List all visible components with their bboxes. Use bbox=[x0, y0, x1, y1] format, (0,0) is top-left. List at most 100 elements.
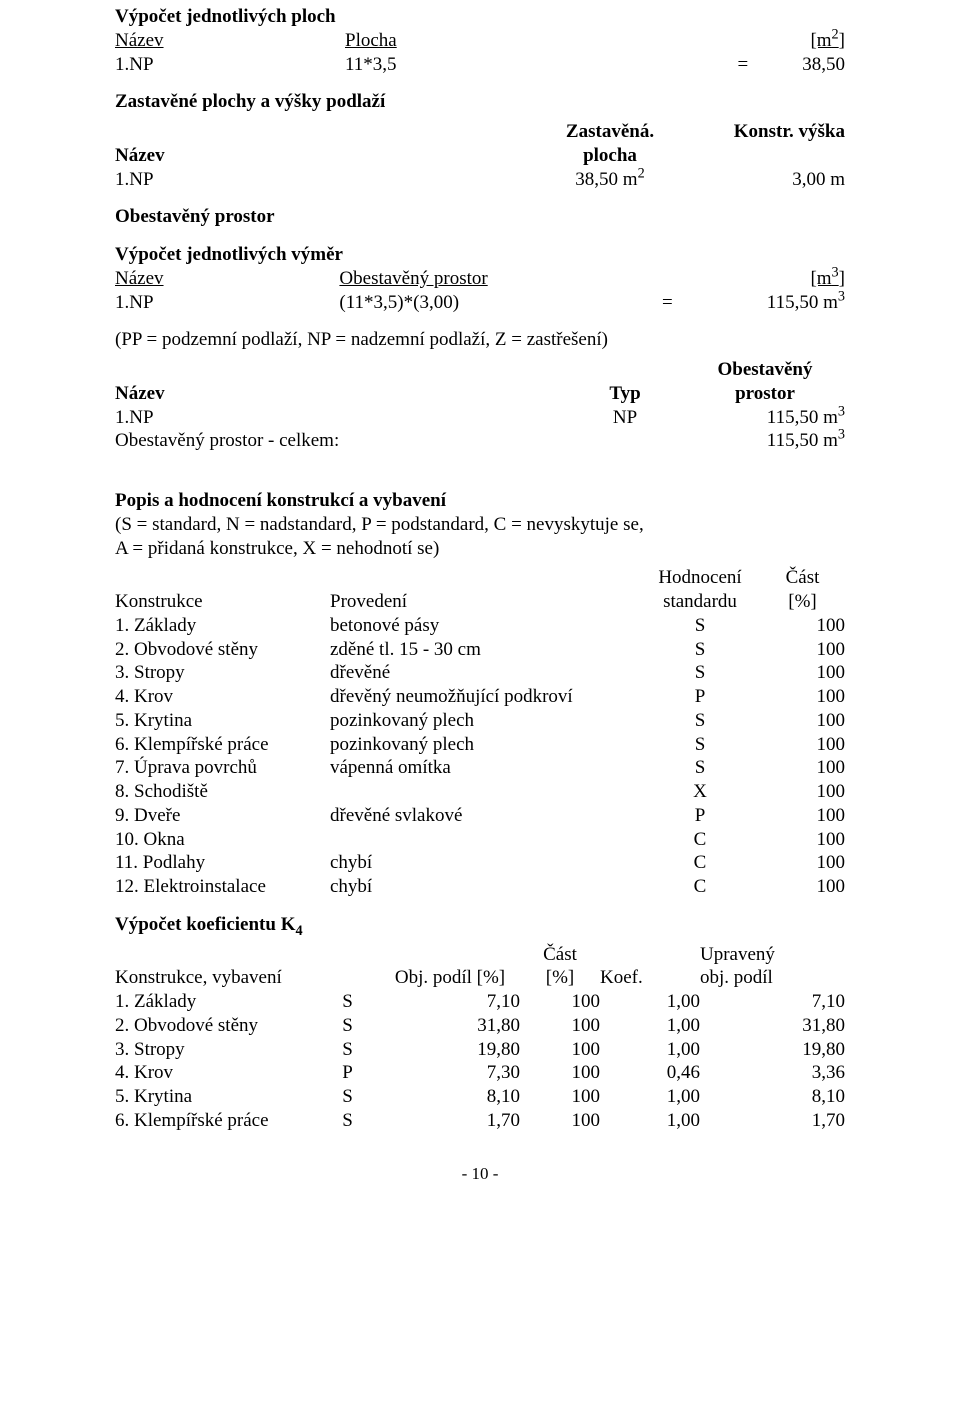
t1-hdr-kon: Konstrukce bbox=[115, 566, 330, 614]
sec5-total-valexp: 3 bbox=[838, 427, 845, 443]
sec2-title: Zastavěné plochy a výšky podlaží bbox=[115, 90, 845, 114]
t1-hdr-cast-a: Část bbox=[760, 566, 845, 590]
t2-r3-k: 3. Stropy bbox=[115, 1038, 315, 1062]
t2-r1-c: 100 bbox=[520, 990, 600, 1014]
t2-r1-o: 7,10 bbox=[380, 990, 520, 1014]
sec1-row-val: 38,50 bbox=[802, 54, 845, 75]
sec3-title: Obestavěný prostor bbox=[115, 205, 845, 229]
t1-r3-h: S bbox=[640, 661, 760, 685]
t2-r2-o: 31,80 bbox=[380, 1014, 520, 1038]
t1-table: Konstrukce Provedení Hodnocení standardu… bbox=[115, 566, 845, 899]
t2-r5-kf: 1,00 bbox=[600, 1085, 700, 1109]
t2-r3-kf: 1,00 bbox=[600, 1038, 700, 1062]
sec1-row-eq: = bbox=[738, 53, 798, 77]
t1-r10-k: 10. Okna bbox=[115, 828, 330, 852]
t1-r10-c: 100 bbox=[760, 828, 845, 852]
t1-r11-k: 11. Podlahy bbox=[115, 851, 330, 875]
t1-r2-h: S bbox=[640, 638, 760, 662]
t2-r3-s: S bbox=[315, 1038, 380, 1062]
sec5-total-val: 115,50 m bbox=[767, 430, 838, 451]
sec1-table: Název Plocha [m2] 1.NP 11*3,5 = 38,50 bbox=[115, 29, 845, 77]
t2-r4-o: 7,30 bbox=[380, 1061, 520, 1085]
t1-r4-p: dřevěný neumožňující podkroví bbox=[330, 685, 640, 709]
t2-r4-c: 100 bbox=[520, 1061, 600, 1085]
sec1-hdr-unitclose: ] bbox=[839, 30, 845, 51]
sec5-total-label: Obestavěný prostor - celkem: bbox=[115, 429, 685, 453]
sec5-row-val: 115,50 m bbox=[767, 407, 838, 428]
t1-r4-k: 4. Krov bbox=[115, 685, 330, 709]
t1-r11-h: C bbox=[640, 851, 760, 875]
sec4-hdr-name: Název bbox=[115, 268, 164, 289]
t1-r3-k: 3. Stropy bbox=[115, 661, 330, 685]
t2-r5-s: S bbox=[315, 1085, 380, 1109]
t2-r5-o: 8,10 bbox=[380, 1085, 520, 1109]
t1-r8-c: 100 bbox=[760, 780, 845, 804]
t1-hdr-hod-b: standardu bbox=[640, 590, 760, 614]
sec1-title: Výpočet jednotlivých ploch bbox=[115, 5, 845, 29]
t2-r3-u: 19,80 bbox=[700, 1038, 845, 1062]
t2-r1-s: S bbox=[315, 990, 380, 1014]
sec4-table: Název Obestavěný prostor [m3] 1.NP (11*3… bbox=[115, 267, 845, 315]
sec2-hdr-col2b: plocha bbox=[535, 144, 685, 168]
legend-pp-np-z: (PP = podzemní podlaží, NP = nadzemní po… bbox=[115, 328, 845, 352]
t2-r4-kf: 0,46 bbox=[600, 1061, 700, 1085]
t1-r6-c: 100 bbox=[760, 733, 845, 757]
t1-r6-p: pozinkovaný plech bbox=[330, 733, 640, 757]
sec2-row-area-val: 38,50 m bbox=[575, 169, 637, 190]
t1-r6-k: 6. Klempířské práce bbox=[115, 733, 330, 757]
sec4-hdr-unit: [m bbox=[810, 268, 831, 289]
t2-hdr-cast-b: [%] bbox=[520, 966, 600, 990]
t2-r6-k: 6. Klempířské práce bbox=[115, 1109, 315, 1133]
t1-r8-k: 8. Schodiště bbox=[115, 780, 330, 804]
sec1-hdr-area: Plocha bbox=[345, 30, 397, 51]
t1-r9-c: 100 bbox=[760, 804, 845, 828]
sec1-hdr-unitexp: 2 bbox=[832, 26, 839, 42]
sec5-hdr-obe-b: prostor bbox=[685, 382, 845, 406]
t1-hdr-prov: Provedení bbox=[330, 566, 640, 614]
t1-r12-c: 100 bbox=[760, 875, 845, 899]
sec2-row-height: 3,00 m bbox=[685, 168, 845, 192]
t1-r5-h: S bbox=[640, 709, 760, 733]
t1-r4-h: P bbox=[640, 685, 760, 709]
t2-r2-kf: 1,00 bbox=[600, 1014, 700, 1038]
t1-r8-p bbox=[330, 780, 640, 804]
t1-r12-k: 12. Elektroinstalace bbox=[115, 875, 330, 899]
t1-r1-p: betonové pásy bbox=[330, 614, 640, 638]
t2-r2-c: 100 bbox=[520, 1014, 600, 1038]
t2-r4-s: P bbox=[315, 1061, 380, 1085]
t1-r2-p: zděné tl. 15 - 30 cm bbox=[330, 638, 640, 662]
t2-r6-o: 1,70 bbox=[380, 1109, 520, 1133]
sec5-hdr-name: Název bbox=[115, 358, 565, 406]
sec5-table: Název Typ Obestavěný prostor 1.NP NP 115… bbox=[115, 358, 845, 453]
t1-r9-p: dřevěné svlakové bbox=[330, 804, 640, 828]
sec5-row-valexp: 3 bbox=[838, 403, 845, 419]
sec6-legend-2: A = přidaná konstrukce, X = nehodnotí se… bbox=[115, 537, 845, 561]
sec6-legend-1: (S = standard, N = nadstandard, P = pods… bbox=[115, 513, 845, 537]
t2-r2-u: 31,80 bbox=[700, 1014, 845, 1038]
t1-r6-h: S bbox=[640, 733, 760, 757]
sec2-hdr-col2a: Zastavěná. bbox=[535, 120, 685, 144]
sec2-hdr-col3: Konstr. výška bbox=[685, 120, 845, 168]
t2-hdr-koef: Koef. bbox=[600, 943, 700, 991]
t2-hdr-kv: Konstrukce, vybavení bbox=[115, 943, 380, 991]
t1-r3-p: dřevěné bbox=[330, 661, 640, 685]
t1-r5-k: 5. Krytina bbox=[115, 709, 330, 733]
sec4-row-eq: = bbox=[662, 291, 762, 315]
t1-r2-k: 2. Obvodové stěny bbox=[115, 638, 330, 662]
t1-r1-h: S bbox=[640, 614, 760, 638]
t2-r5-u: 8,10 bbox=[700, 1085, 845, 1109]
t2-r6-s: S bbox=[315, 1109, 380, 1133]
sec4-row-val: 115,50 m bbox=[767, 292, 838, 313]
t2-r2-s: S bbox=[315, 1014, 380, 1038]
sec4-hdr-unitclose: ] bbox=[839, 268, 845, 289]
page-number: - 10 - bbox=[115, 1163, 845, 1184]
t2-hdr-up-b: obj. podíl bbox=[700, 966, 845, 990]
t2-r4-k: 4. Krov bbox=[115, 1061, 315, 1085]
sec7-title: Výpočet koeficientu K4 bbox=[115, 913, 845, 937]
t2-hdr-cast-a: Část bbox=[520, 943, 600, 967]
sec4-hdr-mid: Obestavěný prostor bbox=[339, 268, 487, 289]
sec1-row-name: 1.NP bbox=[115, 53, 345, 77]
t1-r1-k: 1. Základy bbox=[115, 614, 330, 638]
t1-r8-h: X bbox=[640, 780, 760, 804]
t2-r6-c: 100 bbox=[520, 1109, 600, 1133]
